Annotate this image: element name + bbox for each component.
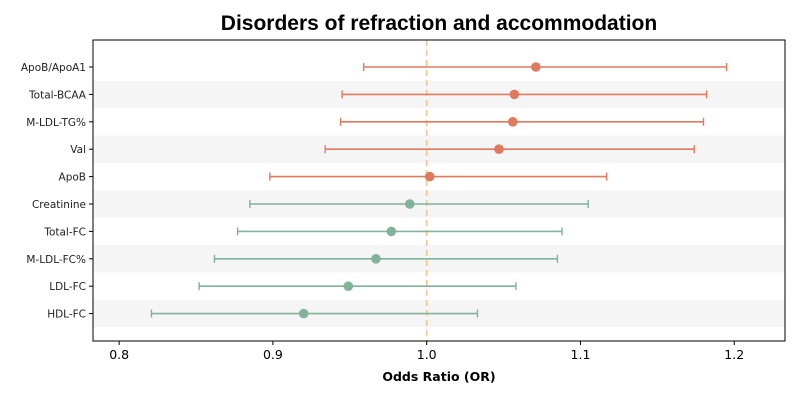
or-point — [343, 281, 354, 292]
y-tick-label: Creatinine — [32, 199, 86, 211]
y-tick-label: ApoB — [59, 172, 86, 184]
ci-bars — [150, 63, 728, 318]
x-tick-label: 1.0 — [417, 347, 437, 362]
x-tick-label: 1.1 — [571, 347, 591, 362]
x-axis: 0.8 0.9 1.0 1.1 1.2 — [109, 341, 744, 362]
y-tick-label: Val — [70, 144, 86, 156]
or-point — [508, 117, 518, 127]
x-tick-label: 0.8 — [109, 347, 129, 362]
y-tick-label: LDL-FC — [49, 281, 86, 293]
or-point — [509, 89, 520, 100]
or-point — [531, 62, 541, 72]
y-tick-label: HDL-FC — [47, 309, 86, 321]
chart-title: Disorders of refraction and accommodatio… — [221, 12, 657, 35]
plot-frame — [92, 39, 786, 342]
or-point — [424, 171, 435, 182]
y-axis-labels: ApoB/ApoA1 Total-BCAA M-LDL-TG% Val ApoB Crea… — [21, 62, 93, 321]
or-point — [404, 199, 415, 209]
or-point — [371, 253, 381, 264]
y-tick-label: Total-BCAA — [28, 89, 87, 101]
y-tick-label: M-LDL-FC% — [26, 254, 86, 266]
or-points — [298, 62, 541, 319]
x-axis-label: Odds Ratio (OR) — [382, 369, 495, 384]
or-point — [386, 226, 397, 237]
x-tick-label: 0.9 — [263, 347, 283, 362]
y-tick-label: ApoB/ApoA1 — [21, 62, 86, 74]
or-point — [298, 308, 309, 319]
plot-border — [92, 39, 786, 342]
x-tick-label: 1.2 — [724, 347, 744, 362]
or-point — [494, 144, 504, 154]
y-tick-label: Total-FC — [43, 226, 86, 238]
y-tick-label: M-LDL-TG% — [26, 117, 86, 129]
